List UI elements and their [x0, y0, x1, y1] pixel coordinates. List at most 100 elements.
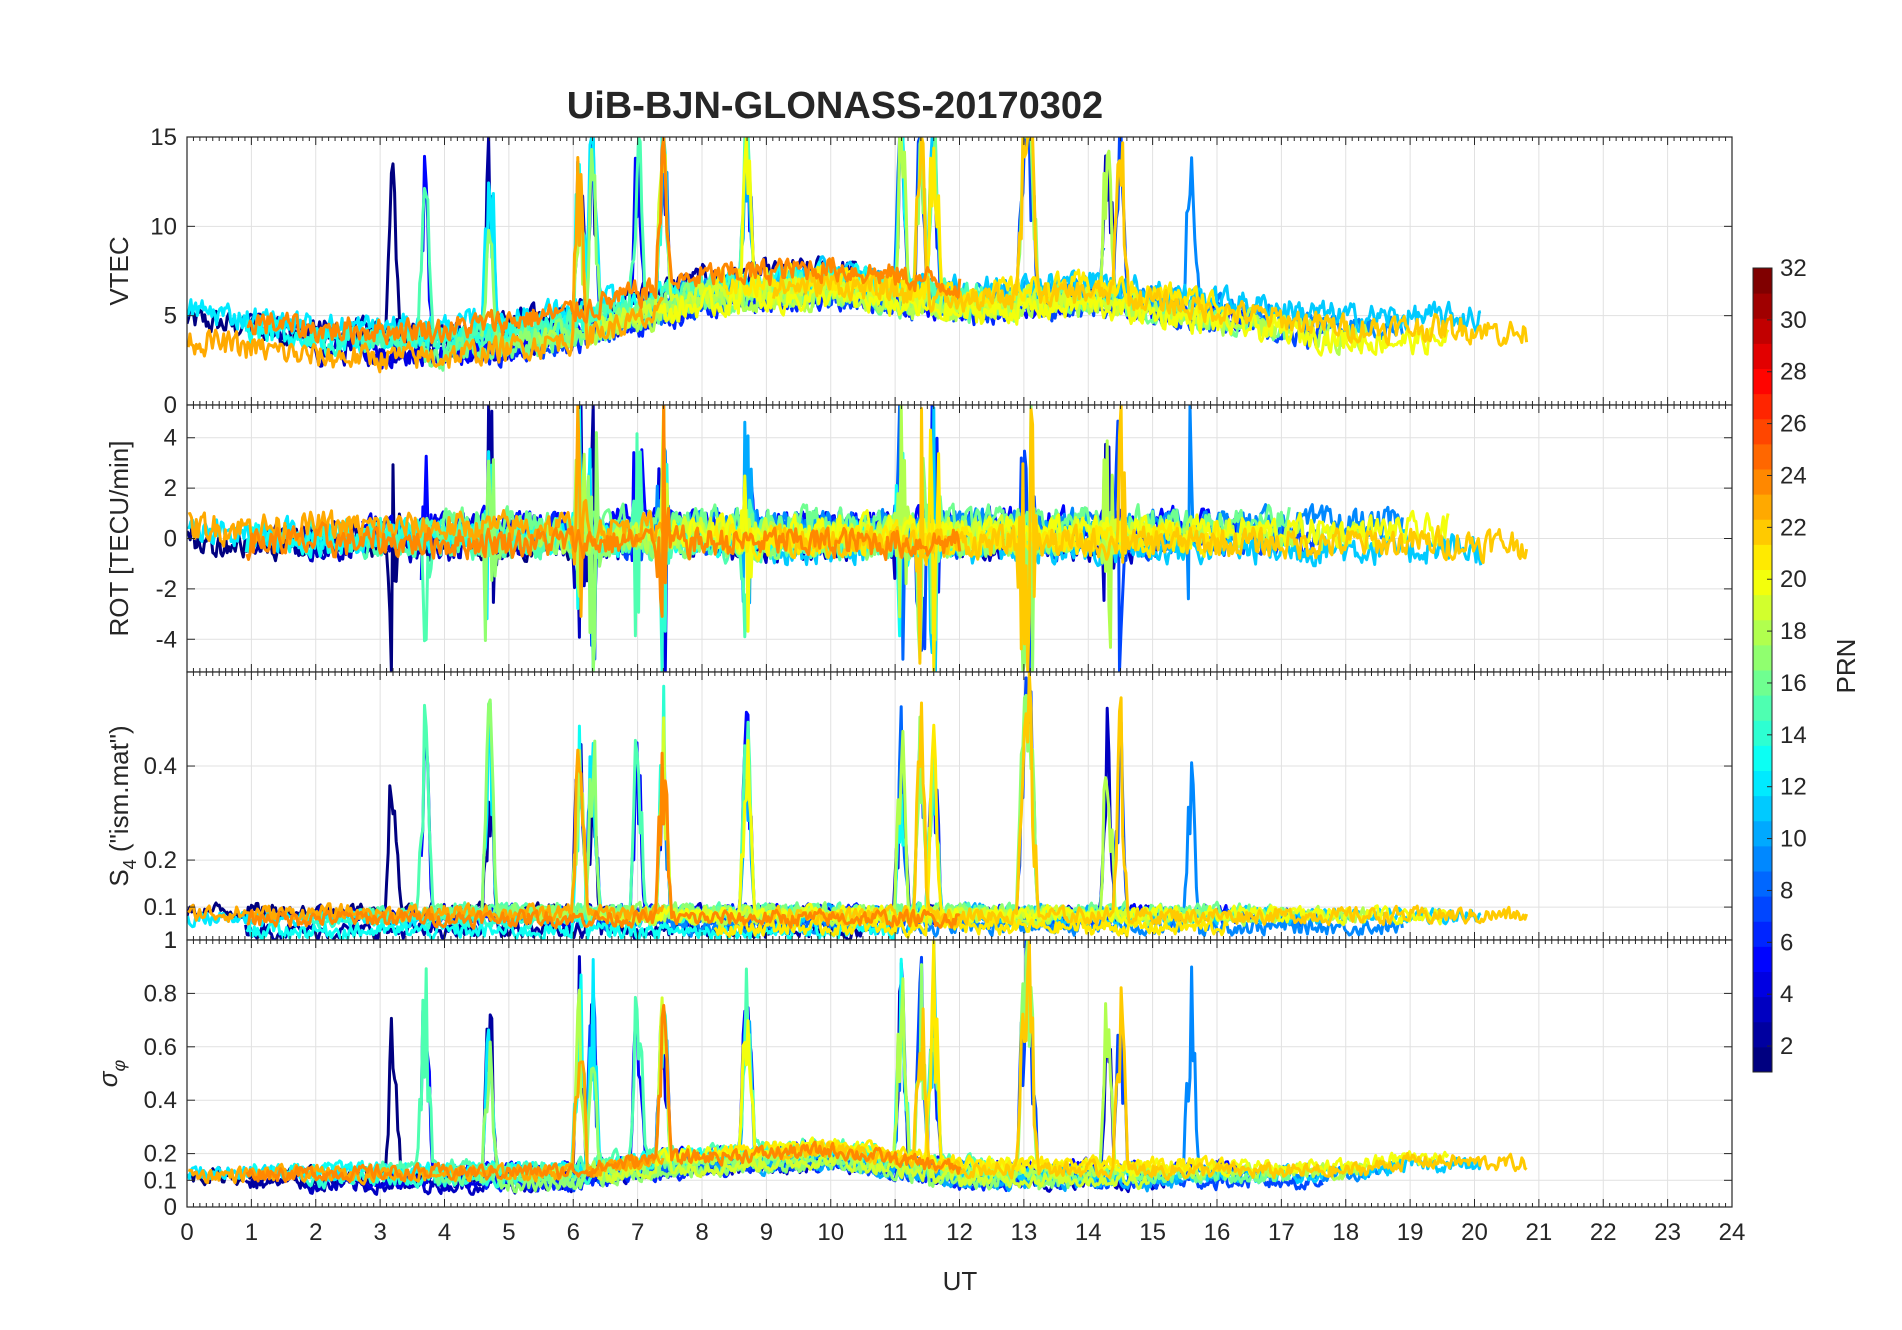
xtick-label: 23 [1654, 1219, 1681, 1246]
colorbar-segment [1753, 1046, 1772, 1073]
series-prn-22 [772, 940, 1528, 1182]
vtec-ytick-label: 0 [164, 392, 177, 419]
xtick-label: 14 [1075, 1219, 1102, 1246]
colorbar-segment [1753, 368, 1772, 395]
xtick-label: 15 [1139, 1219, 1166, 1246]
xtick-label: 21 [1526, 1219, 1553, 1246]
sigma-ytick-label: 1 [164, 927, 177, 954]
colorbar-segment [1753, 469, 1772, 495]
xtick-label: 9 [760, 1219, 773, 1246]
colorbar-segment [1753, 619, 1772, 646]
vtec-series-group [187, 137, 1529, 374]
colorbar-segment [1753, 1021, 1772, 1048]
colorbar-segment [1753, 745, 1772, 771]
colorbar-segment [1753, 594, 1772, 621]
colorbar-tick-label: 30 [1780, 307, 1807, 334]
s4-ytick-label: 0.2 [144, 847, 177, 874]
vtec-ylabel: VTEC [104, 236, 134, 305]
colorbar-box [1752, 267, 1773, 1073]
colorbar-segment [1753, 519, 1772, 545]
series-prn-24 [246, 751, 961, 930]
sigma-series-group [187, 940, 1528, 1196]
s4-ytick-label-extra: 1 [164, 927, 177, 954]
colorbar-segment [1753, 695, 1772, 721]
xtick-label: 3 [373, 1219, 386, 1246]
rot-ytick-label: 4 [164, 425, 177, 452]
colorbar-segment [1753, 343, 1772, 369]
colorbar-segment [1753, 896, 1772, 922]
colorbar-segment [1753, 871, 1772, 897]
xtick-label: 19 [1397, 1219, 1424, 1246]
panel-s4: 0.1 0.2 0.4 1 S4 ("ism.mat") [104, 671, 1733, 954]
colorbar-segment [1753, 971, 1772, 998]
x-axis: 0 1 2 3 4 5 6 7 8 9 10 11 12 13 14 15 16 17 18 19 20 21 22 23 24 [180, 1219, 1745, 1246]
colorbar-tick-label: 8 [1780, 877, 1793, 904]
xtick-label: 13 [1011, 1219, 1038, 1246]
colorbar-segment [1753, 318, 1772, 344]
rot-series-group [187, 405, 1529, 672]
xtick-label: 22 [1590, 1219, 1617, 1246]
colorbar-tick-label: 12 [1780, 774, 1807, 801]
xtick-label: 18 [1332, 1219, 1359, 1246]
rot-ylabel: ROT [TECU/min] [104, 441, 134, 637]
rot-ytick-label: 0 [164, 526, 177, 553]
vtec-ytick-label: 10 [150, 213, 177, 240]
s4-series-group [187, 672, 1529, 940]
rot-ytick-label: -4 [156, 626, 177, 653]
s4-ytick-label: 0.4 [144, 753, 177, 780]
colorbar-tick-label: 6 [1780, 929, 1793, 956]
panel-rot: -4 -2 0 2 4 ROT [TECU/min] [104, 404, 1733, 673]
xtick-label: 16 [1204, 1219, 1231, 1246]
series-prn-22 [772, 137, 1529, 347]
colorbar-segment [1753, 569, 1772, 596]
colorbar-segment [1753, 293, 1772, 319]
colorbar-tick-label: 4 [1780, 981, 1793, 1008]
xtick-label: 2 [309, 1219, 322, 1246]
xtick-label: 10 [817, 1219, 844, 1246]
colorbar-segment [1753, 544, 1772, 570]
series-prn-24 [245, 405, 962, 618]
colorbar-tick-label: 20 [1780, 566, 1807, 593]
rot-ytick-label: 2 [164, 475, 177, 502]
series-prn-24 [246, 137, 962, 346]
xtick-label: 7 [631, 1219, 644, 1246]
rot-ytick-label: -2 [156, 576, 177, 603]
xtick-label: 8 [695, 1219, 708, 1246]
colorbar-tick-label: 18 [1780, 618, 1807, 645]
xtick-label: 17 [1268, 1219, 1295, 1246]
chart-title: UiB-BJN-GLONASS-20170302 [567, 85, 1103, 127]
sigma-ytick-label: 0.2 [144, 1141, 177, 1168]
colorbar-segment [1753, 921, 1772, 947]
xtick-label: 0 [180, 1219, 193, 1246]
sigma-ytick-label: 0.4 [144, 1087, 177, 1114]
sigma-ylabel: σφ [93, 1060, 129, 1088]
xtick-label: 5 [502, 1219, 515, 1246]
series-prn-24 [245, 1003, 962, 1184]
series-prn-23 [187, 156, 665, 374]
colorbar-segment [1753, 720, 1772, 746]
colorbar-segment [1753, 494, 1772, 520]
colorbar-tick-label: 14 [1780, 722, 1807, 749]
colorbar-tick-label: 26 [1780, 411, 1807, 438]
colorbar-segment [1753, 770, 1772, 797]
panel-vtec: 0 5 10 15 VTEC [104, 124, 1733, 419]
xtick-label: 20 [1461, 1219, 1488, 1246]
s4-ylabel: S4 ("ism.mat") [104, 725, 140, 886]
vtec-ytick-label: 15 [150, 124, 177, 151]
xtick-label: 12 [946, 1219, 973, 1246]
colorbar-segment [1753, 820, 1772, 847]
sigma-ytick-label: 0.6 [144, 1034, 177, 1061]
colorbar-tick-label: 22 [1780, 514, 1807, 541]
x-axis-label: UT [943, 1266, 978, 1296]
colorbar-segment [1753, 644, 1772, 671]
xtick-label: 24 [1719, 1219, 1746, 1246]
colorbar-segment [1753, 670, 1772, 696]
colorbar-segment [1753, 393, 1772, 420]
colorbar-segment [1753, 268, 1772, 294]
colorbar-tick-label: 16 [1780, 670, 1807, 697]
vtec-ytick-label: 5 [164, 303, 177, 330]
colorbar-segment [1753, 795, 1772, 822]
series-prn-21 [713, 723, 1230, 939]
